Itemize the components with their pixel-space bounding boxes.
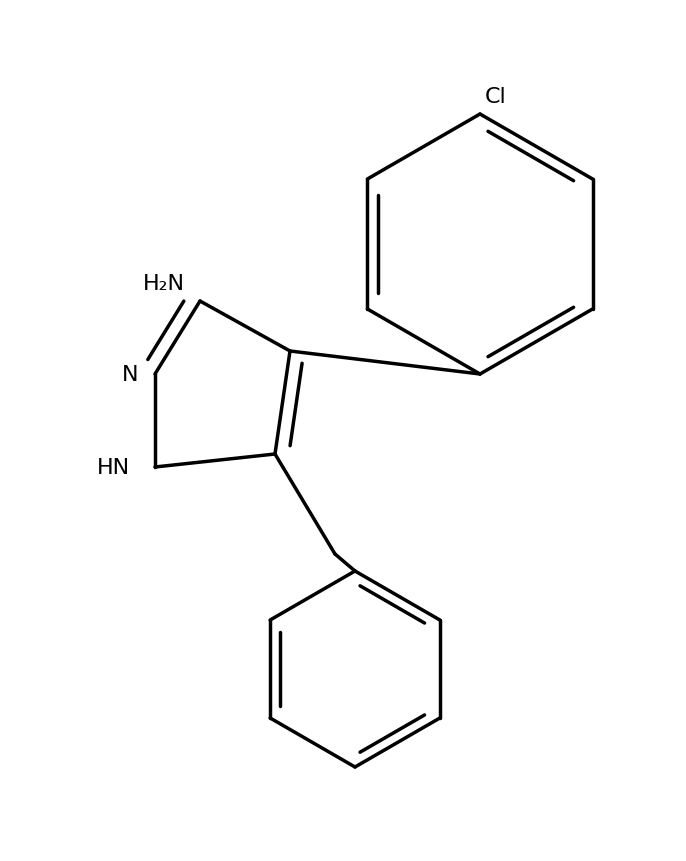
Text: N: N	[121, 364, 138, 385]
Text: H₂N: H₂N	[143, 274, 185, 294]
Text: Cl: Cl	[485, 87, 507, 107]
Text: HN: HN	[97, 457, 130, 478]
